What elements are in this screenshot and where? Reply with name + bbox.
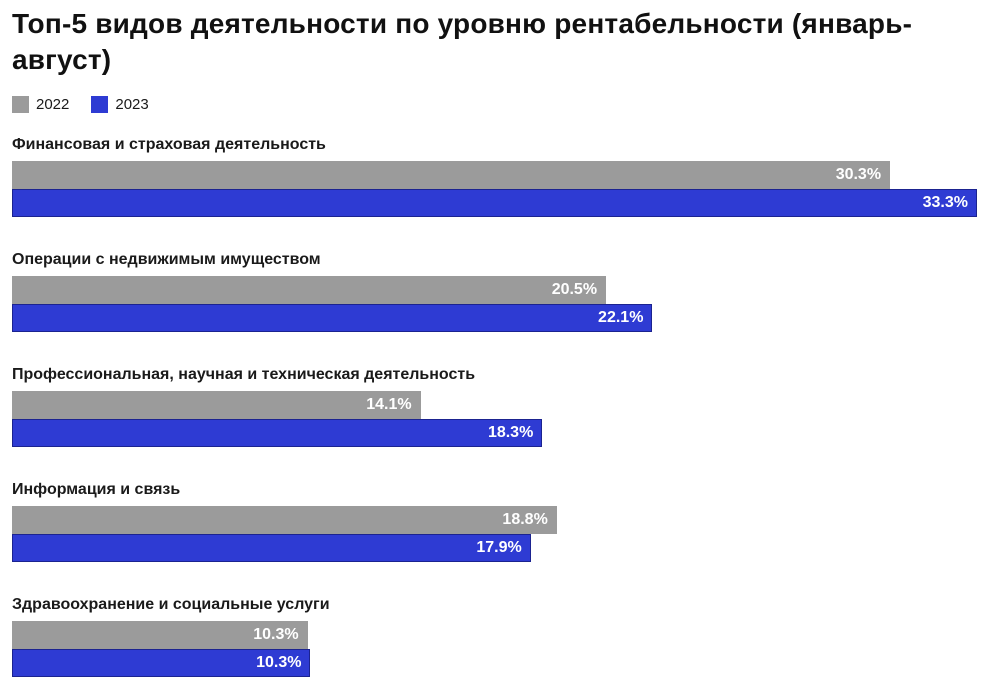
bar-2023: 17.9%: [12, 534, 531, 562]
bar-2022: 30.3%: [12, 161, 891, 189]
category-label: Финансовая и страховая деятельность: [12, 136, 326, 153]
bar-value-label: 22.1%: [598, 309, 644, 326]
chart-title: Топ-5 видов деятельности по уровню рента…: [12, 8, 913, 75]
bar-value-label: 20.5%: [551, 281, 598, 298]
legend: 2022 2023: [12, 95, 988, 113]
legend-item-2023: 2023: [91, 95, 149, 113]
bar-value-label: 30.3%: [835, 166, 882, 183]
bar-group: Информация и связь 18.8% 17.9%: [12, 480, 977, 562]
bar-group: Профессиональная, научная и техническая …: [12, 365, 977, 447]
bar-value-label: 18.8%: [502, 511, 548, 528]
legend-item-2022: 2022: [12, 95, 70, 113]
bar-2023: 10.3%: [12, 649, 311, 677]
legend-label-2022: 2022: [36, 95, 70, 113]
bar-2022: 14.1%: [12, 391, 421, 419]
category-label: Операции с недвижимым имуществом: [12, 251, 321, 268]
bar-value-label: 17.9%: [476, 539, 522, 556]
category-label: Здравоохранение и социальные услуги: [12, 596, 330, 613]
bar-group: Финансовая и страховая деятельность 30.3%…: [12, 135, 977, 217]
bar-2023: 22.1%: [12, 304, 653, 332]
bar-value-label: 10.3%: [256, 654, 302, 671]
bar-2023: 18.3%: [12, 419, 543, 447]
bar-2022: 10.3%: [12, 621, 308, 649]
bar-value-label: 33.3%: [922, 194, 968, 211]
bar-chart: Финансовая и страховая деятельность 30.3%…: [12, 135, 977, 677]
legend-swatch-2022-icon: [12, 95, 29, 113]
bar-value-label: 10.3%: [253, 626, 299, 643]
bar-value-label: 14.1%: [366, 396, 412, 413]
bar-2023: 33.3%: [12, 189, 977, 217]
bar-group: Операции с недвижимым имуществом 20.5% 22.…: [12, 250, 977, 332]
legend-swatch-2023-icon: [91, 95, 109, 113]
bar-2022: 18.8%: [12, 506, 557, 534]
legend-label-2023: 2023: [115, 95, 149, 113]
bar-2022: 20.5%: [12, 276, 607, 304]
bar-value-label: 18.3%: [487, 424, 534, 441]
category-label: Информация и связь: [12, 481, 181, 498]
category-label: Профессиональная, научная и техническая …: [12, 366, 476, 383]
bar-group: Здравоохранение и социальные услуги 10.3%…: [12, 595, 977, 677]
